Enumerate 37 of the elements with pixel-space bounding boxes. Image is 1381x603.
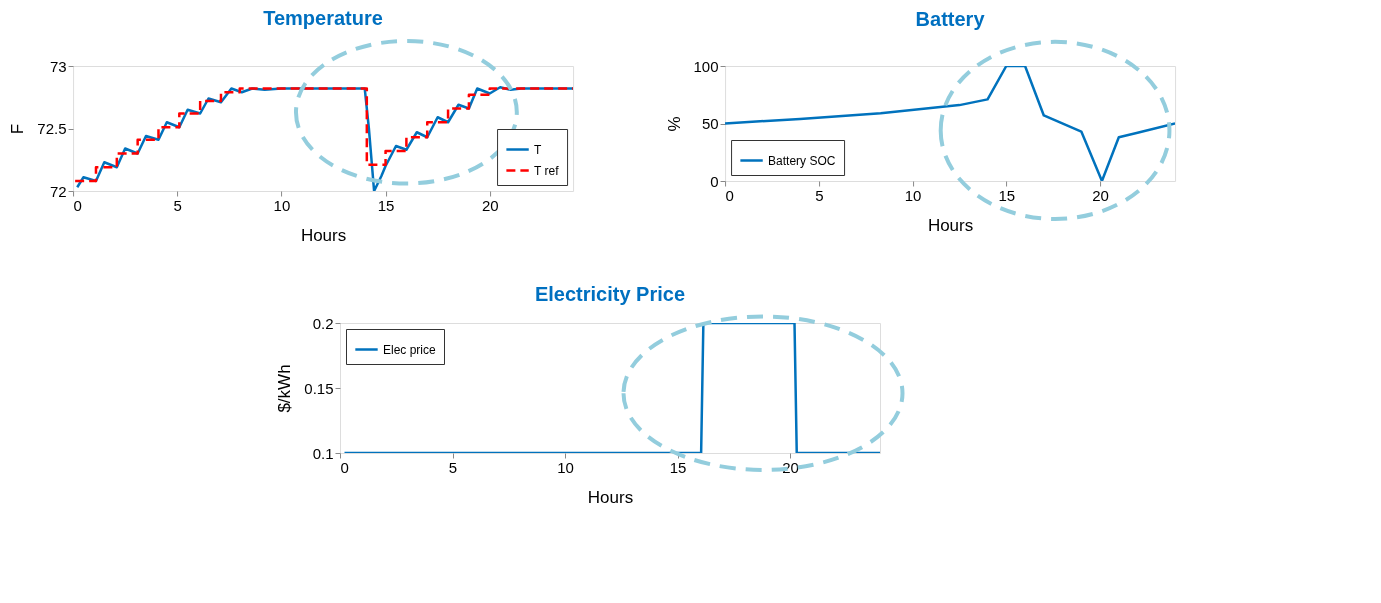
x-axis-title: Hours [300,225,347,245]
x-tick-label: 20 [481,196,499,214]
legend-label: Battery SOC [768,153,836,168]
x-tick-label: 15 [669,458,687,476]
chart-title: Electricity Price [534,282,686,305]
x-tick-label: 5 [173,196,182,214]
y-tick-label: 0 [710,172,719,190]
x-axis-title: Hours [587,487,634,507]
y-tick-label: 0.2 [312,314,334,332]
x-tick-label: 0 [73,196,82,214]
legend-label: Elec price [383,342,437,357]
y-tick-label: 72.5 [37,120,67,137]
y-axis-title: % [664,116,684,132]
x-axis-title: Hours [927,215,974,235]
y-tick-label: 100 [693,57,719,75]
y-tick-label: 0.1 [312,444,334,462]
legend-label: T ref [534,163,560,178]
x-tick-label: 0 [725,186,734,204]
x-tick-label: 20 [1092,186,1109,204]
x-tick-label: 15 [998,186,1016,204]
x-tick-label: 5 [448,458,458,476]
x-tick-label: 15 [377,196,395,214]
y-axis-title: $/kWh [275,364,295,413]
y-tick-label: 50 [701,115,719,132]
chart-title: Battery [915,7,986,30]
x-tick-label: 0 [340,458,349,476]
line-series [725,66,1176,181]
y-tick-label: 72 [49,182,67,200]
legend-label: T [534,142,543,157]
x-tick-label: 10 [904,186,922,204]
x-tick-label: 10 [273,196,291,214]
chart-title: Temperature [263,7,383,29]
x-tick-label: 5 [815,186,824,204]
y-tick-label: 0.15 [304,379,334,397]
y-axis-title: F [8,123,28,135]
y-tick-label: 73 [49,57,67,75]
x-tick-label: 10 [557,458,574,476]
